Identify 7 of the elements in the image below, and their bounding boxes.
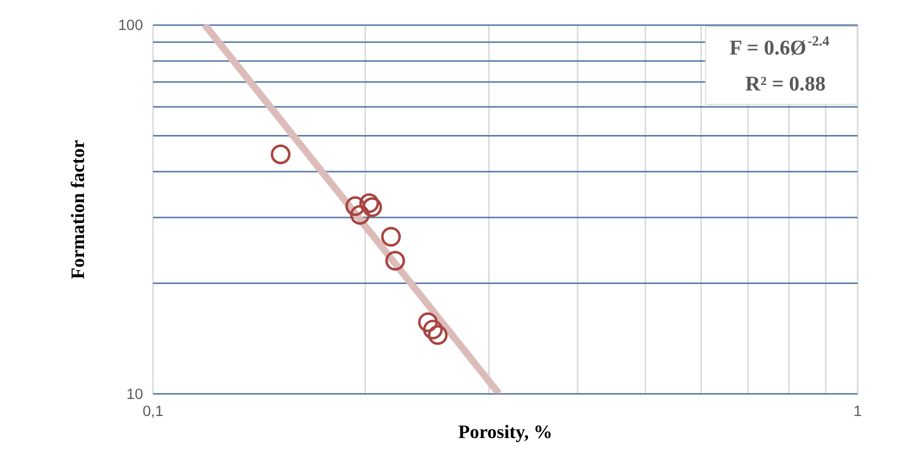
x-tick-label: 1	[854, 402, 862, 420]
y-axis-title: Formation factor	[68, 140, 90, 280]
y-tick-label: 10	[126, 386, 144, 403]
annotation: R² = 0.88	[745, 71, 826, 96]
x-tick-label: 0,1	[142, 402, 164, 420]
x-axis-title: Porosity, %	[458, 422, 552, 443]
y-tick-label: 100	[118, 17, 144, 34]
